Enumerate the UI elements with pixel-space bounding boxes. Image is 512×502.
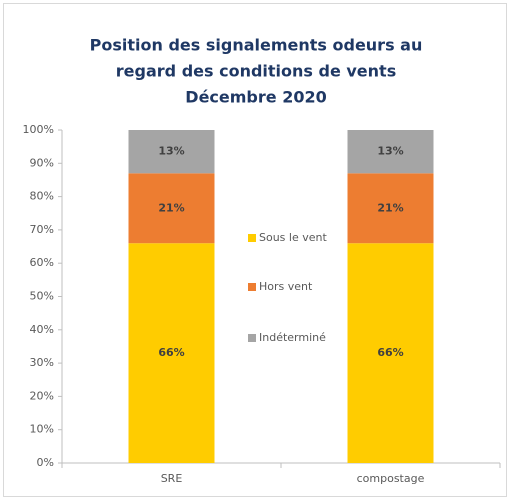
- y-tick-label: 20%: [30, 389, 54, 402]
- bar-segment: [347, 173, 434, 244]
- value-label: 13%: [158, 145, 184, 158]
- y-tick-label: 30%: [30, 356, 54, 369]
- legend-label: Hors vent: [259, 280, 313, 293]
- bar-segment: [347, 243, 434, 463]
- legend-label: Indéterminé: [259, 331, 326, 344]
- y-tick-label: 70%: [30, 223, 54, 236]
- bar-segment: [347, 130, 434, 174]
- y-tick-label: 90%: [30, 156, 54, 169]
- y-tick-label: 10%: [30, 423, 54, 436]
- y-tick-label: 0%: [37, 456, 54, 469]
- bar-segment: [128, 173, 215, 244]
- value-label: 21%: [377, 201, 403, 214]
- legend-swatch: [248, 283, 256, 291]
- y-tick-label: 60%: [30, 256, 54, 269]
- y-tick-label: 40%: [30, 323, 54, 336]
- x-tick-label: SRE: [161, 472, 183, 485]
- x-tick-label: compostage: [357, 472, 425, 485]
- chart-title: Position des signalements odeurs au: [90, 36, 423, 55]
- chart-title: regard des conditions de vents: [116, 62, 396, 81]
- chart-title: Décembre 2020: [185, 88, 326, 107]
- legend-swatch: [248, 234, 256, 242]
- bar-segment: [128, 130, 215, 174]
- bar-segment: [128, 243, 215, 463]
- value-label: 13%: [377, 145, 403, 158]
- y-tick-label: 50%: [30, 290, 54, 303]
- y-tick-label: 100%: [23, 123, 54, 136]
- value-label: 21%: [158, 201, 184, 214]
- value-label: 66%: [377, 346, 403, 359]
- value-label: 66%: [158, 346, 184, 359]
- y-tick-label: 80%: [30, 190, 54, 203]
- legend-label: Sous le vent: [259, 231, 327, 244]
- legend-swatch: [248, 334, 256, 342]
